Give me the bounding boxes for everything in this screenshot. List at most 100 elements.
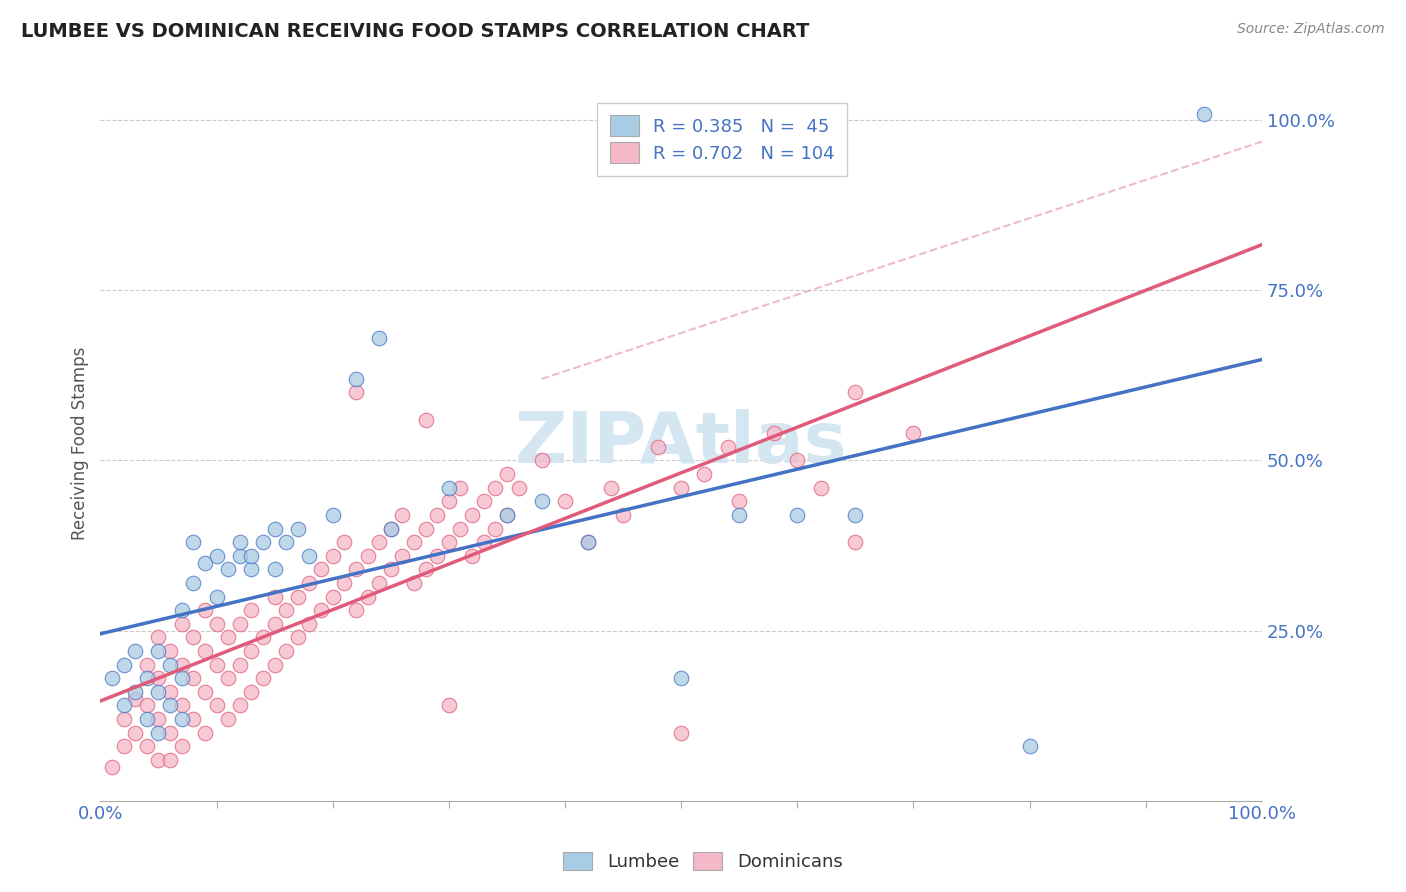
Point (276, 644, 298, 658)
Point (159, 725, 181, 739)
Point (530, 453, 553, 467)
Point (402, 535, 425, 549)
Point (728, 508, 751, 522)
Legend: R = 0.385   N =  45, R = 0.702   N = 104: R = 0.385 N = 45, R = 0.702 N = 104 (598, 103, 848, 176)
Point (194, 685, 217, 699)
Point (229, 549, 252, 563)
Point (124, 725, 146, 739)
Point (322, 549, 344, 563)
Point (159, 753, 181, 767)
Point (240, 685, 263, 699)
Point (263, 562, 285, 576)
Point (170, 712, 193, 726)
Point (240, 644, 263, 658)
Point (194, 725, 217, 739)
Point (101, 759, 124, 773)
Point (135, 712, 157, 726)
Point (170, 671, 193, 685)
Point (240, 549, 263, 563)
Point (135, 671, 157, 685)
Point (205, 590, 228, 604)
Point (426, 549, 449, 563)
Point (437, 481, 460, 495)
Point (647, 440, 669, 454)
Point (344, 562, 367, 576)
Point (333, 535, 356, 549)
Point (344, 372, 367, 386)
Point (170, 698, 193, 713)
Point (1018, 739, 1040, 754)
Point (170, 657, 193, 672)
Point (322, 508, 344, 522)
Point (181, 535, 204, 549)
Point (205, 657, 228, 672)
Point (240, 603, 263, 617)
Point (576, 535, 599, 549)
Point (170, 603, 193, 617)
Point (380, 522, 402, 536)
Point (484, 522, 506, 536)
Point (368, 576, 391, 591)
Point (344, 385, 367, 400)
Point (472, 535, 495, 549)
Point (612, 508, 634, 522)
Point (496, 467, 519, 482)
Point (135, 739, 157, 754)
Point (391, 549, 413, 563)
Point (786, 453, 808, 467)
Point (508, 481, 530, 495)
Point (287, 522, 309, 536)
Point (287, 631, 309, 645)
Point (484, 481, 506, 495)
Point (437, 535, 460, 549)
Point (217, 712, 239, 726)
Point (101, 671, 124, 685)
Point (229, 698, 252, 713)
Point (148, 685, 170, 699)
Point (276, 603, 298, 617)
Point (449, 522, 471, 536)
Point (148, 725, 170, 739)
Point (298, 576, 321, 591)
Point (135, 657, 157, 672)
Text: LUMBEE VS DOMINICAN RECEIVING FOOD STAMPS CORRELATION CHART: LUMBEE VS DOMINICAN RECEIVING FOOD STAMP… (21, 22, 810, 41)
Point (530, 494, 553, 508)
Legend: Lumbee, Dominicans: Lumbee, Dominicans (557, 845, 849, 879)
Point (148, 753, 170, 767)
Point (415, 522, 437, 536)
Point (380, 562, 402, 576)
Point (252, 535, 274, 549)
Point (380, 522, 402, 536)
Point (170, 739, 193, 754)
Point (148, 671, 170, 685)
Point (903, 426, 925, 441)
Point (333, 576, 356, 591)
Point (368, 535, 391, 549)
Point (810, 481, 832, 495)
Point (716, 440, 738, 454)
Point (159, 698, 181, 713)
Point (844, 385, 866, 400)
Point (112, 657, 135, 672)
Point (205, 698, 228, 713)
Point (415, 412, 437, 426)
Point (461, 549, 484, 563)
Point (252, 631, 274, 645)
Point (181, 631, 204, 645)
Point (496, 508, 519, 522)
Point (449, 481, 471, 495)
Point (298, 616, 321, 631)
Point (600, 481, 623, 495)
Point (669, 671, 692, 685)
Point (322, 590, 344, 604)
Point (159, 644, 181, 658)
Point (276, 535, 298, 549)
Point (135, 698, 157, 713)
Point (217, 631, 239, 645)
Point (124, 691, 146, 706)
Point (148, 631, 170, 645)
Point (415, 562, 437, 576)
Point (437, 698, 460, 713)
Point (112, 712, 135, 726)
Point (159, 657, 181, 672)
